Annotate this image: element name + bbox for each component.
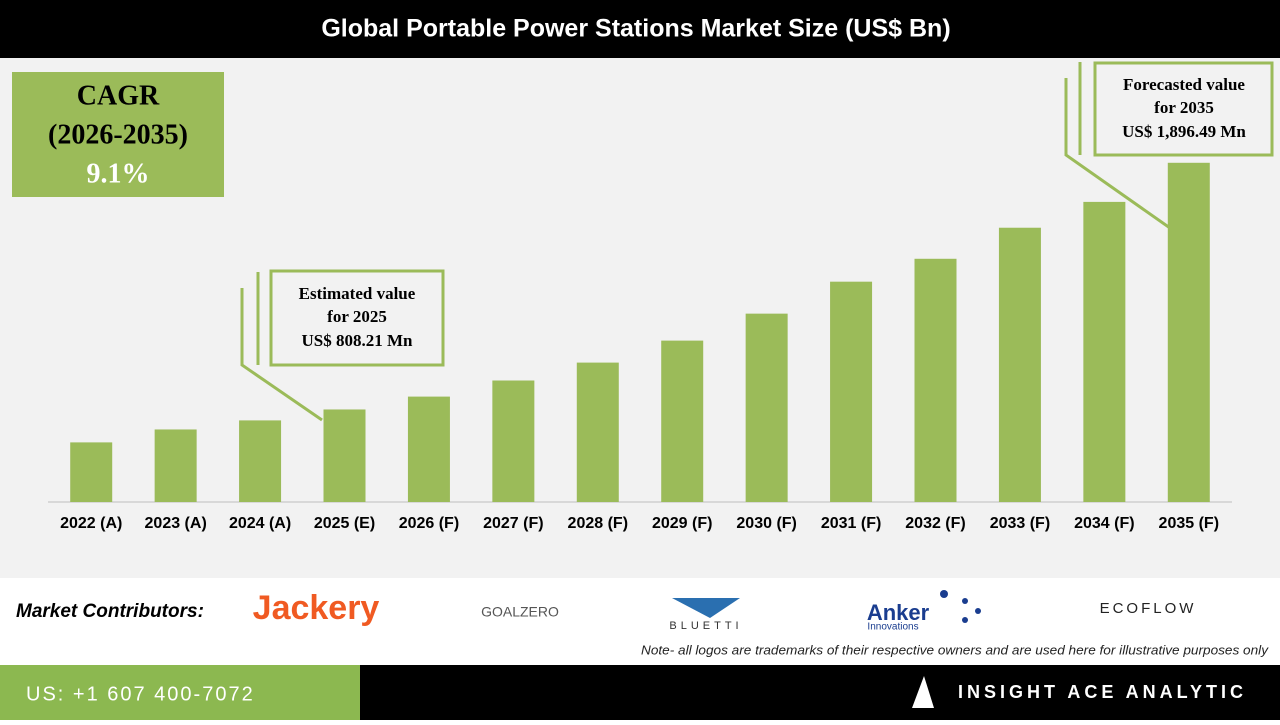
brand: INSIGHT ACE ANALYTIC — [958, 682, 1247, 702]
annotation: for 2035 — [1154, 98, 1214, 117]
x-tick-label: 2035 (F) — [1159, 515, 1219, 532]
cagr-box — [12, 72, 224, 197]
bar — [1083, 201, 1126, 503]
bar — [492, 380, 535, 502]
phone: US: +1 607 400-7072 — [26, 683, 255, 705]
logo: ECOFLOW — [1100, 600, 1197, 617]
x-tick-label: 2029 (F) — [652, 515, 712, 532]
title-bar — [0, 0, 1280, 58]
contributors-bg — [0, 578, 1280, 665]
x-tick-label: 2026 (F) — [399, 515, 459, 532]
x-tick-label: 2023 (A) — [145, 515, 207, 532]
brand-bar — [360, 665, 1280, 720]
annotation: US$ 1,896.49 Mn — [1122, 122, 1246, 141]
bar — [407, 396, 450, 502]
logo: Innovations — [867, 622, 918, 633]
logo-dot — [962, 617, 968, 623]
contributors-label: Market Contributors: — [16, 601, 204, 622]
bar — [998, 227, 1041, 502]
bar — [70, 442, 113, 502]
x-tick-label: 2025 (E) — [314, 515, 375, 532]
annotation: US$ 808.21 Mn — [302, 331, 414, 350]
brand-icon — [912, 676, 934, 708]
logo-dot — [962, 598, 968, 604]
bar — [914, 258, 957, 502]
callout-line — [240, 288, 323, 422]
x-tick-label: 2032 (F) — [905, 515, 965, 532]
cagr-label: CAGR — [77, 80, 160, 111]
bar — [745, 313, 788, 502]
phone-box — [0, 665, 360, 720]
x-tick-label: 2034 (F) — [1074, 515, 1134, 532]
logo-dot — [940, 590, 948, 598]
note: Note- all logos are trademarks of their … — [641, 643, 1269, 657]
cagr-period: (2026-2035) — [48, 119, 188, 150]
logo-icon — [672, 598, 740, 618]
bar — [154, 429, 197, 502]
bar — [323, 409, 366, 502]
x-tick-label: 2022 (A) — [60, 515, 122, 532]
logo: GOALZERO — [481, 604, 559, 620]
x-tick-label: 2031 (F) — [821, 515, 881, 532]
logo: Anker — [867, 600, 930, 625]
callout-line — [1064, 78, 1171, 230]
annotation: for 2025 — [327, 307, 387, 326]
bar — [576, 362, 619, 502]
cagr-value: 9.1% — [87, 158, 150, 189]
x-tick-label: 2028 (F) — [568, 515, 628, 532]
chart-title: Global Portable Power Stations Market Si… — [321, 15, 950, 43]
annotation-box — [269, 269, 445, 367]
logo-dot — [975, 608, 981, 614]
annotation: Estimated value — [299, 284, 416, 303]
x-tick-label: 2024 (A) — [229, 515, 291, 532]
x-tick-label: 2030 (F) — [736, 515, 796, 532]
bar — [830, 281, 873, 502]
annotation-box — [1093, 61, 1274, 157]
x-tick-label: 2033 (F) — [990, 515, 1050, 532]
logo: BLUETTI — [669, 620, 742, 632]
bar — [1167, 162, 1210, 502]
x-tick-label: 2027 (F) — [483, 515, 543, 532]
bar — [239, 420, 282, 502]
annotation: Forecasted value — [1123, 75, 1245, 94]
bar — [661, 340, 704, 502]
logo: Jackery — [253, 589, 380, 627]
